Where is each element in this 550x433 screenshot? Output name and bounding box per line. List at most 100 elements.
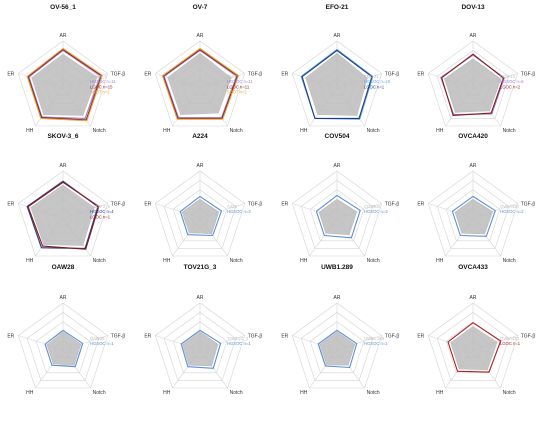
legend-entry: LGOC n=1 <box>500 341 521 346</box>
axis-label: TGF-β <box>248 202 263 208</box>
axis-label: ER <box>281 334 288 340</box>
legend-entry: LGOC n=1 <box>364 84 385 89</box>
axis-label: TGF-β <box>111 334 126 340</box>
axis-label: Notch <box>503 390 516 396</box>
chart-title: OV-56_1 <box>50 4 76 11</box>
axis-label: TGF-β <box>385 72 400 78</box>
grid-ring <box>300 180 374 249</box>
grid-ring <box>26 312 100 381</box>
grid-ring <box>17 170 109 257</box>
grid-ring <box>154 170 246 257</box>
grid-ring <box>172 321 228 374</box>
series-polygon <box>167 52 232 115</box>
series-polygon <box>319 331 356 366</box>
grid-ring <box>436 312 510 381</box>
chart-title: OVCA433 <box>458 264 488 271</box>
axis-label: TGF-β <box>521 334 536 340</box>
grid-ring <box>309 189 365 242</box>
legend-entry: UWB1.289 <box>364 336 385 341</box>
chart-title: DOV-13 <box>461 4 485 11</box>
legend-entry: EFO-21 <box>364 74 379 79</box>
axis-label: ER <box>144 334 151 340</box>
axis-label: Notch <box>230 258 243 264</box>
axis-label: ER <box>7 202 14 208</box>
series-polygon <box>182 331 219 367</box>
grid-ring <box>291 170 383 257</box>
axis-label: HH <box>26 258 34 264</box>
legend-entry: SBOT n=2 <box>227 90 247 95</box>
legend-entry: SKOV-3_6 <box>90 204 110 209</box>
axis-label: AR <box>334 163 341 169</box>
series-polygon <box>181 198 220 235</box>
axis-label: Notch <box>93 258 106 264</box>
series-polygon <box>161 47 239 120</box>
axis-label: AR <box>60 33 67 39</box>
legend-entry: HGSOC n=6 <box>500 79 524 84</box>
chart-title: UWB1.289 <box>321 264 353 271</box>
axis-label: ER <box>144 72 151 78</box>
series-polygon <box>163 49 238 119</box>
legend-entry: HGSOC n=19 <box>364 79 391 84</box>
axis-label: Notch <box>367 390 380 396</box>
legend-entry: TOV21G_3 <box>227 336 249 341</box>
series-polygon <box>27 181 100 250</box>
axis-label: AR <box>197 163 204 169</box>
legend-entry: LGOC n=2 <box>500 84 521 89</box>
axis-label: Notch <box>503 128 516 134</box>
legend-entry: COV504 <box>364 204 381 209</box>
axis-label: Notch <box>230 128 243 134</box>
axis-label: ER <box>281 202 288 208</box>
axis-label: TGF-β <box>111 202 126 208</box>
axis-label: HH <box>300 390 308 396</box>
series-polygon <box>26 47 103 122</box>
series-polygon <box>162 48 239 119</box>
axis-label: AR <box>334 295 341 301</box>
grid-ring <box>17 302 109 389</box>
legend-entry: DOV-13 <box>500 74 516 79</box>
legend-entry: OVCA433 <box>500 336 520 341</box>
axis-label: ER <box>417 202 424 208</box>
chart-title: SKOV-3_6 <box>47 133 78 140</box>
axis-label: Notch <box>93 390 106 396</box>
legend-entry: LGOC n=15 <box>90 84 113 89</box>
series-polygon <box>301 49 373 119</box>
axis-label: TGF-β <box>111 72 126 78</box>
series-polygon <box>315 194 361 239</box>
axis-label: HH <box>436 390 444 396</box>
axis-label: AR <box>470 295 477 301</box>
axis-label: ER <box>417 334 424 340</box>
legend-entry: HGSOC n=11 <box>90 79 116 84</box>
series-polygon <box>31 53 98 116</box>
axis-label: HH <box>300 128 308 134</box>
axis-label: HH <box>163 390 171 396</box>
legend-entry: OV-7 <box>227 74 237 79</box>
axis-label: ER <box>7 334 14 340</box>
grid-ring <box>300 312 374 381</box>
legend-entry: SBOT n=2 <box>90 90 110 95</box>
legend-entry: OV-56_1 <box>90 74 107 79</box>
grid-ring <box>445 189 501 242</box>
grid-ring <box>436 50 510 119</box>
axis-label: AR <box>197 295 204 301</box>
legend-entry: LGOC n=11 <box>227 84 250 89</box>
axis-label: Notch <box>503 258 516 264</box>
series-polygon <box>46 331 82 366</box>
series-polygon <box>441 53 504 116</box>
series-polygon <box>317 329 358 369</box>
axis-label: HH <box>436 128 444 134</box>
legend-entry: HGSOC n=1 <box>227 341 251 346</box>
